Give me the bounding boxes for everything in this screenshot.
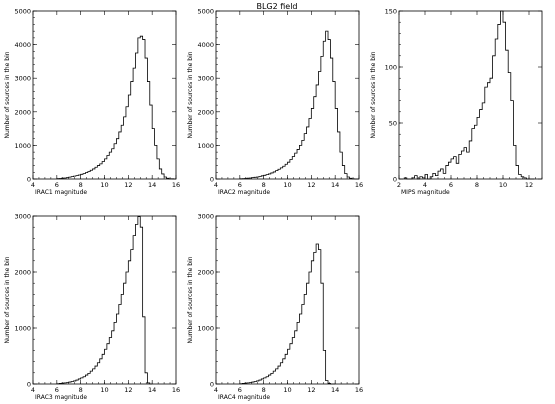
- y-axis-label: Number of sources in the bin: [370, 51, 377, 138]
- x-tick-label: 16: [172, 386, 180, 394]
- x-tick-label: 6: [449, 181, 453, 189]
- y-tick-label: 3000: [197, 75, 214, 83]
- y-tick-label: 0: [27, 381, 31, 389]
- plot-frame: [32, 215, 177, 385]
- histogram-panel-5: 4 6 8 10 12 14 16 0 1000 2000 3000 IRAC4 magnitude N…: [187, 213, 363, 402]
- x-tick-label: 10: [100, 386, 108, 394]
- x-tick-label: 12: [525, 181, 533, 189]
- plot-frame: [215, 10, 360, 180]
- y-tick-label: 1000: [14, 142, 31, 150]
- x-tick-label: 4: [31, 386, 35, 394]
- plot-frame: [398, 10, 543, 180]
- x-tick-label: 8: [79, 386, 83, 394]
- y-tick-label: 100: [385, 64, 397, 72]
- y-tick-label: 2000: [197, 269, 214, 277]
- x-tick-label: 6: [238, 386, 242, 394]
- x-tick-label: 12: [307, 386, 315, 394]
- x-tick-label: 12: [124, 181, 132, 189]
- y-tick-label: 5000: [197, 8, 214, 16]
- histogram-panel-4: 4 6 8 10 12 14 16 0 1000 2000 3000 IRAC3 magnitude N…: [4, 213, 180, 402]
- plot-frame: [32, 10, 177, 180]
- x-tick-label: 10: [499, 181, 507, 189]
- histogram-outline: [56, 216, 153, 385]
- y-axis-label: Number of sources in the bin: [187, 256, 194, 343]
- x-tick-label: 10: [283, 181, 291, 189]
- plot-frame: [215, 215, 360, 385]
- x-axis-label: IRAC1 magnitude: [35, 189, 87, 196]
- x-tick-label: 8: [262, 181, 266, 189]
- y-tick-label: 3000: [14, 75, 31, 83]
- y-tick-label: 1000: [197, 142, 214, 150]
- y-tick-label: 0: [210, 381, 214, 389]
- y-tick-label: 0: [210, 176, 214, 184]
- y-tick-label: 5000: [14, 8, 31, 16]
- x-tick-label: 10: [283, 386, 291, 394]
- x-tick-label: 16: [355, 386, 363, 394]
- x-axis-label: IRAC3 magnitude: [35, 394, 87, 401]
- x-tick-label: 8: [475, 181, 479, 189]
- x-tick-label: 6: [55, 181, 59, 189]
- y-tick-label: 4000: [197, 41, 214, 49]
- x-tick-label: 12: [307, 181, 315, 189]
- y-tick-label: 3000: [197, 213, 214, 221]
- x-tick-label: 14: [148, 386, 156, 394]
- y-tick-label: 0: [393, 176, 397, 184]
- x-tick-label: 14: [331, 386, 339, 394]
- y-tick-label: 50: [389, 120, 397, 128]
- x-tick-label: 8: [79, 181, 83, 189]
- y-tick-label: 0: [27, 176, 31, 184]
- x-axis-label: IRAC4 magnitude: [218, 394, 270, 401]
- y-tick-label: 3000: [14, 213, 31, 221]
- y-axis-label: Number of sources in the bin: [4, 256, 11, 343]
- x-tick-label: 14: [331, 181, 339, 189]
- y-tick-label: 4000: [14, 41, 31, 49]
- histogram-outline: [239, 30, 359, 180]
- x-tick-label: 2: [397, 181, 401, 189]
- x-tick-label: 12: [124, 386, 132, 394]
- x-tick-label: 4: [31, 181, 35, 189]
- x-tick-label: 4: [214, 181, 218, 189]
- x-tick-label: 6: [238, 181, 242, 189]
- y-tick-label: 1000: [14, 325, 31, 333]
- histogram-outline: [403, 10, 535, 180]
- y-tick-label: 2000: [197, 108, 214, 116]
- x-tick-label: 6: [55, 386, 59, 394]
- x-tick-label: 8: [262, 386, 266, 394]
- figure-title: BLG2 field: [256, 2, 297, 11]
- y-axis-label: Number of sources in the bin: [187, 51, 194, 138]
- histogram-outline: [56, 35, 176, 180]
- histogram-panel-1: 4 6 8 10 12 14 16 0 1000 2000 3000 4000 5000 IRAC1 ma…: [4, 8, 180, 197]
- x-axis-label: MIPS magnitude: [401, 189, 450, 196]
- x-tick-label: 16: [172, 181, 180, 189]
- y-tick-label: 2000: [14, 108, 31, 116]
- x-axis-label: IRAC2 magnitude: [218, 189, 270, 196]
- y-tick-label: 150: [385, 8, 397, 16]
- x-tick-label: 16: [355, 181, 363, 189]
- y-axis-label: Number of sources in the bin: [4, 51, 11, 138]
- histogram-outline: [239, 243, 336, 385]
- y-tick-label: 2000: [14, 269, 31, 277]
- x-tick-label: 14: [148, 181, 156, 189]
- histogram-panel-2: 4 6 8 10 12 14 16 0 1000 2000 3000 4000 5000 IRAC2 ma…: [187, 8, 363, 197]
- y-tick-label: 1000: [197, 325, 214, 333]
- histogram-panel-3: 2 4 6 8 10 12 0 50 100 150 MIPS magnitude Number of…: [370, 8, 543, 196]
- x-tick-label: 10: [100, 181, 108, 189]
- x-tick-label: 4: [423, 181, 427, 189]
- x-tick-label: 4: [214, 386, 218, 394]
